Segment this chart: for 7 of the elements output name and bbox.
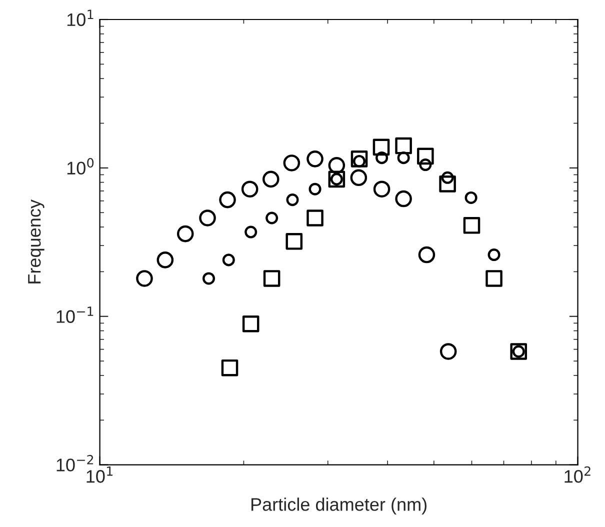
y-tick-label: 10$^{−2}$ xyxy=(56,454,94,472)
x-axis-title: Particle diameter (nm) xyxy=(251,498,426,514)
y-tick-label: 10$^{0}$ xyxy=(67,158,94,175)
y-tick-label: 10$^{1}$ xyxy=(67,10,94,26)
y-axis-title: Frequency xyxy=(28,200,44,284)
x-tick-label: 10$^{2}$ xyxy=(564,466,590,483)
y-tick-label: 10$^{−1}$ xyxy=(56,306,94,323)
